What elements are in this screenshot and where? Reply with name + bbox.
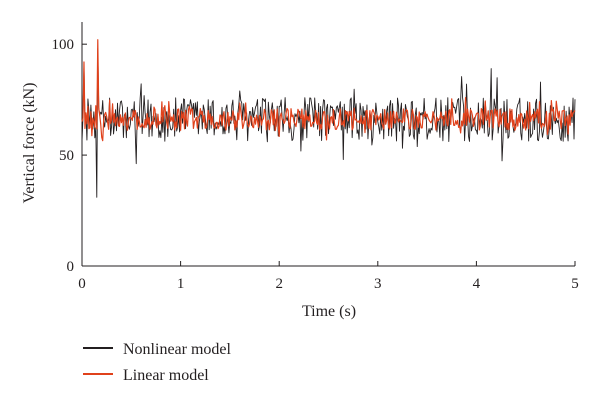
- x-tick-label: 1: [177, 276, 185, 292]
- x-tick-label: 3: [374, 276, 382, 292]
- y-axis-label: Vertical force (kN): [21, 83, 38, 204]
- series-group: [81, 39, 576, 198]
- series-line-linear: [81, 39, 576, 142]
- legend-label-linear: Linear model: [123, 367, 209, 384]
- chart-axes: [81, 22, 575, 267]
- y-tick-label: 50: [59, 148, 74, 164]
- legend-label-nonlinear: Nonlinear model: [123, 341, 232, 358]
- legend: Nonlinear model Linear model: [83, 341, 232, 384]
- x-tick-label: 0: [78, 276, 86, 292]
- series-line-nonlinear: [81, 48, 576, 198]
- x-tick-label: 2: [275, 276, 283, 292]
- x-tick-label: 5: [571, 276, 579, 292]
- x-tick-label: 4: [473, 276, 481, 292]
- x-axis-label: Time (s): [302, 303, 356, 320]
- y-tick-label: 100: [52, 37, 75, 53]
- y-tick-label: 0: [67, 259, 75, 275]
